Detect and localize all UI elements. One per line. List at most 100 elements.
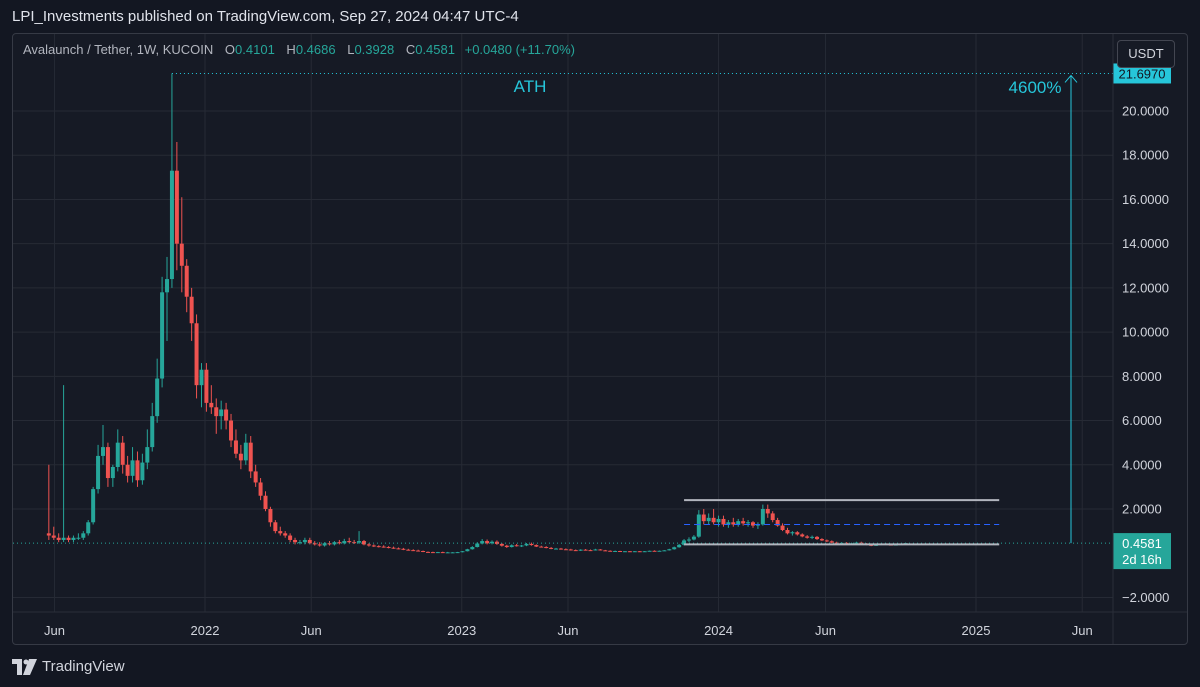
x-tick-label: Jun xyxy=(44,623,65,638)
high-value: 0.4686 xyxy=(295,42,336,57)
candle-body xyxy=(450,552,455,554)
candle-body xyxy=(317,544,322,546)
y-tick-label: −2.0000 xyxy=(1122,590,1169,605)
candle-body xyxy=(293,539,298,543)
x-tick-label: Jun xyxy=(1072,623,1093,638)
candle-body xyxy=(534,545,539,547)
candle-body xyxy=(558,548,563,550)
candle-body xyxy=(711,517,716,523)
candle-body xyxy=(529,543,534,546)
candle-body xyxy=(224,409,229,421)
y-tick-label: 16.0000 xyxy=(1122,192,1169,207)
y-tick-label: 10.0000 xyxy=(1122,325,1169,340)
candle-body xyxy=(455,552,460,554)
candle-body xyxy=(751,522,756,526)
candle-body xyxy=(573,550,578,552)
x-tick-label: Jun xyxy=(301,623,322,638)
candle-body xyxy=(539,546,544,548)
candle-body xyxy=(238,453,243,461)
candle-body xyxy=(824,540,829,542)
candles xyxy=(46,73,908,554)
candle-body xyxy=(327,543,332,545)
candle-body xyxy=(755,524,760,526)
candle-body xyxy=(81,533,86,538)
candle-body xyxy=(165,279,170,293)
candle-body xyxy=(509,545,514,548)
candle-body xyxy=(790,532,795,534)
candle-body xyxy=(361,541,366,545)
candle-body xyxy=(425,551,430,553)
chart-frame[interactable]: ATH 21.6970 4600% 0.4581 2d 16h −2.0000 2.000… xyxy=(12,33,1188,645)
y-tick-label: 20.0000 xyxy=(1122,104,1169,119)
grid-lines xyxy=(13,34,1113,612)
candle-body xyxy=(105,447,110,479)
candle-body xyxy=(396,548,401,550)
x-tick-label: Jun xyxy=(558,623,579,638)
candle-body xyxy=(297,542,302,544)
candle-body xyxy=(741,521,746,524)
candle-body xyxy=(312,543,317,545)
candle-body xyxy=(273,522,278,532)
last-price-tag xyxy=(1113,533,1171,570)
candle-body xyxy=(593,549,598,551)
candle-body xyxy=(130,460,135,476)
candle-body xyxy=(627,551,632,553)
candle-body xyxy=(578,549,583,551)
x-tick-label: 2022 xyxy=(191,623,220,638)
candle-body xyxy=(470,547,475,550)
candle-body xyxy=(603,550,608,552)
candle-body xyxy=(642,551,647,553)
candle-body xyxy=(61,537,66,540)
candle-body xyxy=(810,536,815,538)
candle-body xyxy=(209,402,214,408)
candle-body xyxy=(219,409,224,417)
candle-body xyxy=(342,541,347,544)
footer-brand[interactable]: TradingView xyxy=(12,658,125,675)
candle-body xyxy=(411,550,416,552)
x-tick-label: 2025 xyxy=(962,623,991,638)
candle-body xyxy=(815,536,820,540)
candle-body xyxy=(622,551,627,553)
candle-body xyxy=(563,549,568,551)
candle-body xyxy=(544,547,549,549)
candle-body xyxy=(770,513,775,521)
candle-body xyxy=(657,550,662,552)
candle-body xyxy=(775,520,780,526)
candle-body xyxy=(115,442,120,467)
candle-body xyxy=(283,533,288,536)
candle-body xyxy=(435,552,440,554)
y-tick-label: 2.0000 xyxy=(1122,502,1162,517)
candle-body xyxy=(691,536,696,540)
candle-body xyxy=(110,466,115,479)
candle-body xyxy=(608,550,613,552)
candle-body xyxy=(125,464,130,476)
candle-body xyxy=(760,509,765,525)
candle-body xyxy=(416,550,421,552)
candle-body xyxy=(667,549,672,551)
candle-body xyxy=(514,545,519,547)
candle-body xyxy=(376,546,381,548)
candle-body xyxy=(352,542,357,544)
close-label: C xyxy=(405,42,416,57)
candle-body xyxy=(381,546,386,548)
y-tick-label: 8.0000 xyxy=(1122,369,1162,384)
candle-body xyxy=(652,550,657,552)
candle-body xyxy=(494,541,499,544)
candle-body xyxy=(795,532,800,535)
candle-body xyxy=(371,545,376,547)
candle-body xyxy=(150,416,155,448)
y-tick-label: 12.0000 xyxy=(1122,280,1169,295)
candle-body xyxy=(366,544,371,546)
candle-body xyxy=(91,489,96,523)
candle-body xyxy=(475,543,480,548)
x-tick-label: Jun xyxy=(815,623,836,638)
countdown-text: 2d 16h xyxy=(1122,552,1162,567)
publisher-line: LPI_Investments published on TradingView… xyxy=(12,8,519,25)
candle-body xyxy=(785,530,790,534)
currency-button[interactable]: USDT xyxy=(1117,40,1175,68)
candle-body xyxy=(56,537,61,540)
candle-body xyxy=(445,552,450,554)
candle-body xyxy=(746,522,751,524)
